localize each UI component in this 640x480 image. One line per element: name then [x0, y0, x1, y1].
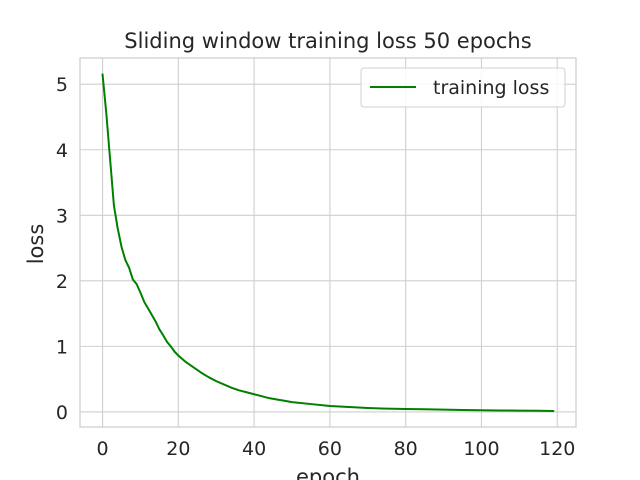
y-tick-label: 1 [56, 336, 68, 358]
x-tick-label: 80 [394, 438, 418, 460]
y-tick-label: 3 [56, 205, 68, 227]
y-axis-label: loss [24, 224, 48, 265]
x-tick-label: 100 [463, 438, 499, 460]
plot-area [80, 58, 576, 427]
y-tick-label: 4 [56, 140, 68, 162]
legend-label: training loss [433, 77, 549, 99]
chart-title: Sliding window training loss 50 epochs [124, 29, 531, 53]
x-tick-label: 0 [96, 438, 108, 460]
legend: training loss [360, 67, 566, 108]
y-tick-label: 0 [56, 402, 68, 424]
x-tick-label: 120 [539, 438, 575, 460]
x-tick-label: 60 [318, 438, 342, 460]
x-tick-label: 40 [242, 438, 266, 460]
x-axis-label: epoch [296, 465, 360, 480]
grid-layer [80, 58, 576, 427]
y-tick-label: 5 [56, 74, 68, 96]
legend-box [360, 67, 566, 108]
tick-label-layer: 0 20 40 60 80 100 120 0 1 2 3 4 5 [56, 74, 575, 460]
series-line-0 [101, 73, 555, 412]
series-layer [101, 73, 555, 412]
y-tick-label: 2 [56, 271, 68, 293]
x-tick-label: 20 [166, 438, 190, 460]
plot-frame [79, 57, 577, 428]
